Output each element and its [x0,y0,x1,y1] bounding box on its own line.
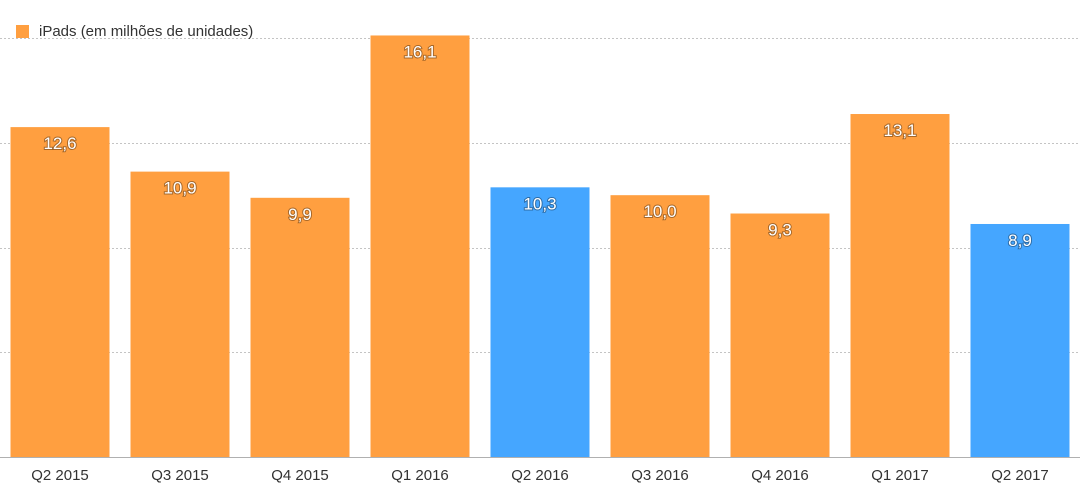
x-tick-label: Q2 2016 [511,467,569,484]
bar-value-label: 10,9 [163,179,196,198]
legend: iPads (em milhões de unidades) [16,23,253,40]
bar [850,114,950,457]
bar [610,195,710,457]
bar-value-label: 12,6 [43,134,76,153]
x-tick-label: Q2 2017 [991,467,1049,484]
bar-value-label: 8,9 [1008,231,1032,250]
bar [250,197,350,458]
bar-value-label: 9,3 [768,221,792,240]
bar [970,223,1070,457]
legend-swatch [16,25,29,38]
bar-value-label: 9,9 [288,205,312,224]
bar [130,171,230,458]
bar-value-label: 10,3 [523,194,556,213]
x-tick-label: Q4 2015 [271,467,329,484]
x-tick-label: Q3 2015 [151,467,209,484]
bar-value-label: 16,1 [403,42,436,61]
x-tick-label: Q1 2016 [391,467,449,484]
bar-value-label: 13,1 [883,121,916,140]
x-tick-label: Q4 2016 [751,467,809,484]
bar [370,35,470,458]
bar [10,127,110,457]
bar-value-label: 10,0 [643,202,676,221]
x-tick-label: Q2 2015 [31,467,89,484]
legend-label: iPads (em milhões de unidades) [39,23,254,40]
bar [490,187,590,457]
x-tick-label: Q1 2017 [871,467,929,484]
bar [730,213,830,457]
x-tick-label: Q3 2016 [631,467,689,484]
